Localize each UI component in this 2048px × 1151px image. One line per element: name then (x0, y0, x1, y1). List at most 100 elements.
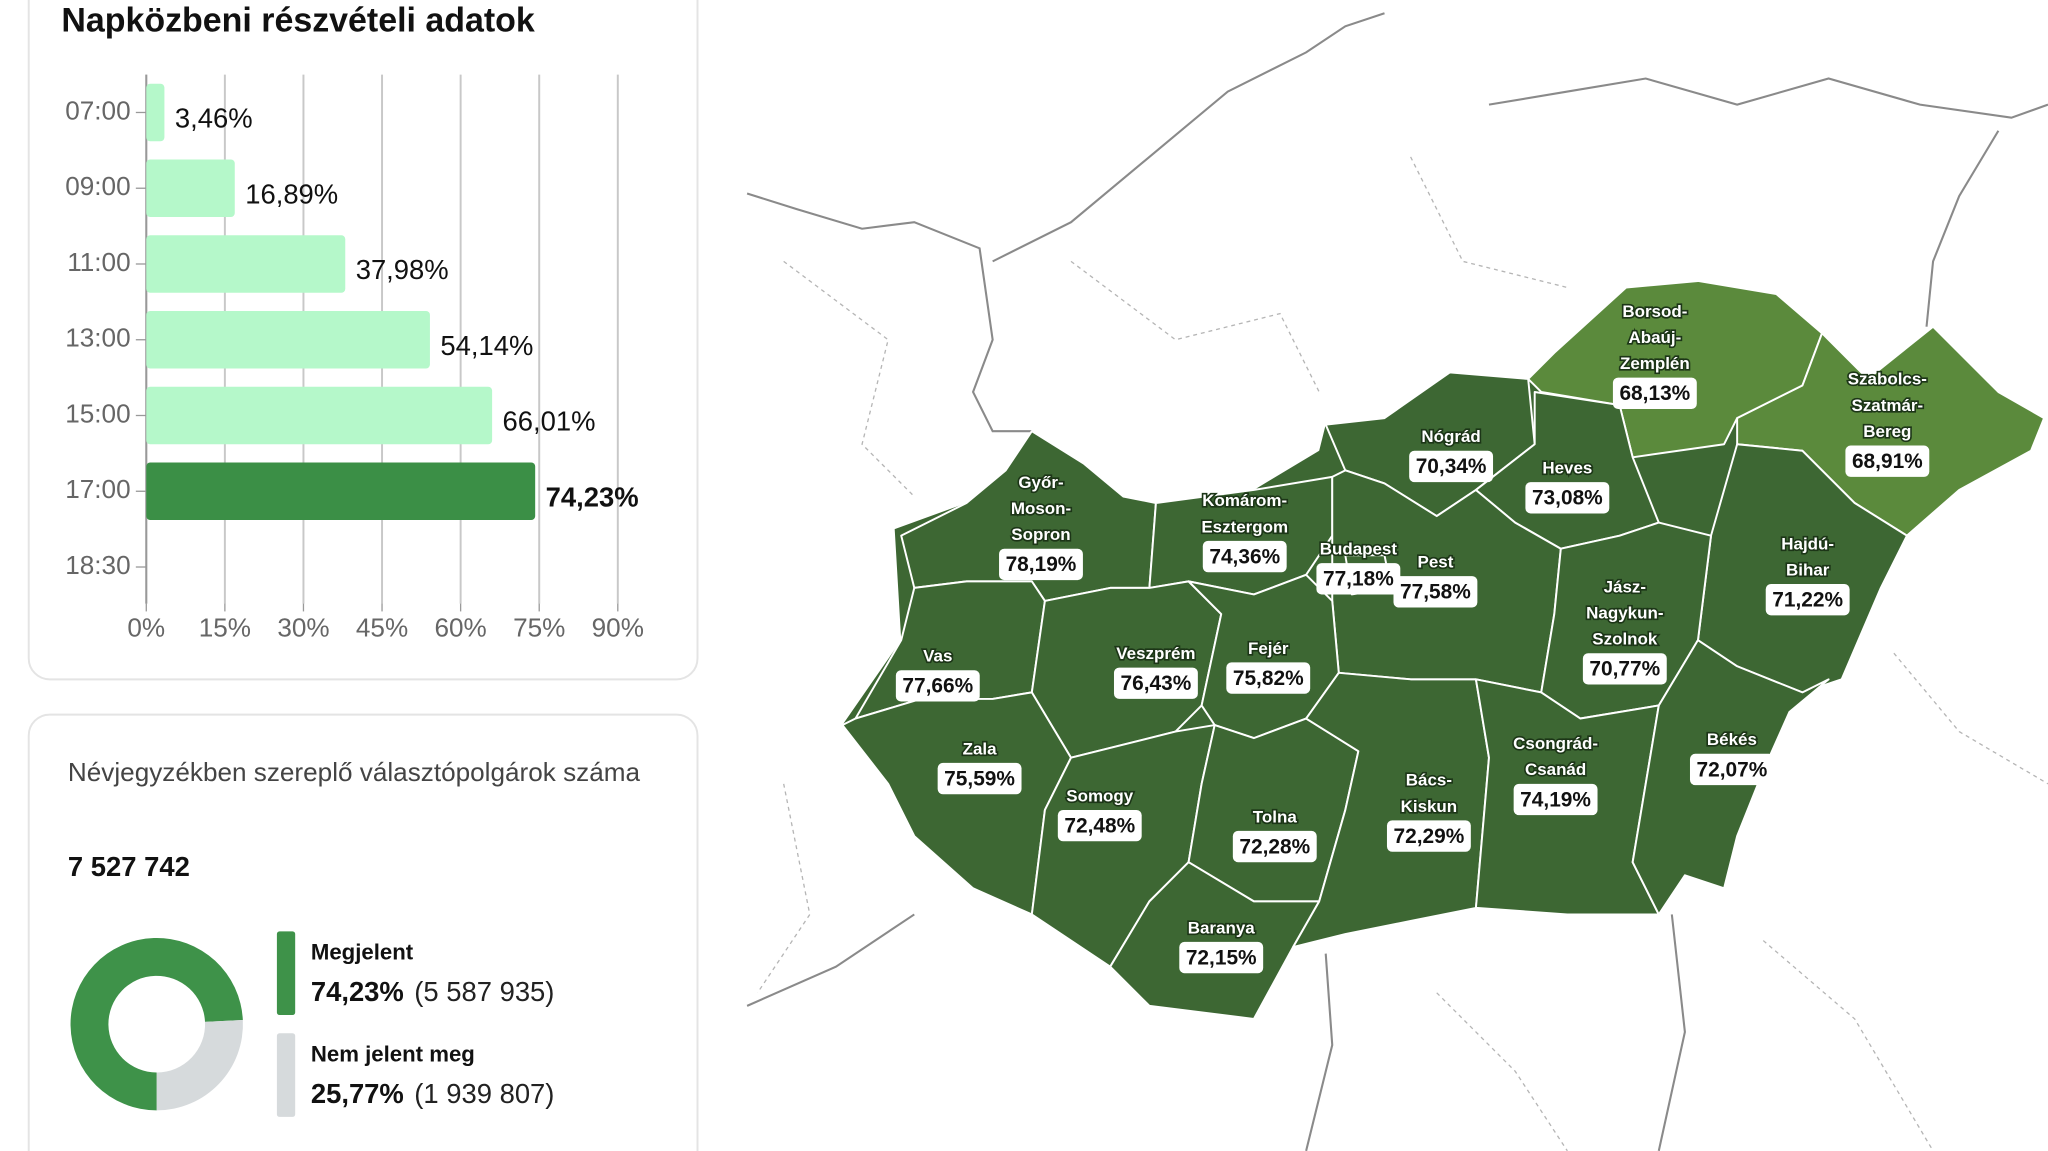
legend-name: Megjelent (311, 939, 414, 964)
region-name: Budapest (1320, 540, 1398, 559)
bar (146, 462, 536, 520)
legend-swatch (276, 1033, 296, 1117)
region-name: Zemplén (1620, 354, 1690, 373)
region-value: 70,77% (1589, 658, 1660, 681)
value-label: 66,01% (503, 406, 596, 437)
region-name: Csongrád- (1513, 734, 1598, 753)
bar (146, 235, 346, 293)
card (27, 713, 699, 1151)
y-tick-label: 18:30 (65, 550, 130, 580)
map-background (746, 12, 2048, 1151)
donut-slice (70, 937, 243, 1111)
y-tick-label: 15:00 (65, 398, 130, 428)
region-value-box (895, 670, 980, 702)
region-value: 72,48% (1064, 814, 1135, 837)
region-value-box (1513, 783, 1598, 816)
region-name: Szatmár- (1852, 396, 1924, 415)
bar (146, 311, 430, 369)
region-value: 75,82% (1233, 667, 1304, 690)
region-name: Szolnok (1592, 630, 1658, 649)
region-name: Zala (963, 739, 998, 758)
regions (841, 279, 2046, 1020)
region-name: Esztergom (1201, 517, 1288, 536)
bar (146, 159, 235, 217)
region-value: 70,34% (1416, 455, 1487, 478)
region-name: Pest (1418, 553, 1454, 572)
y-tick-label: 17:00 (65, 474, 130, 504)
region-value: 75,59% (944, 767, 1015, 790)
region-name: Szabolcs- (1848, 370, 1927, 389)
value-label: 37,98% (356, 254, 449, 285)
region-value: 71,22% (1772, 588, 1843, 611)
region-value: 74,36% (1209, 545, 1280, 568)
legend-name: Nem jelent meg (311, 1041, 475, 1066)
region-value-box (1113, 667, 1198, 699)
region-value: 74,19% (1520, 788, 1591, 811)
summary-box: Névjegyzékben szereplő választópolgárok … (68, 759, 640, 788)
bar-chart: 0% 15% 30% 45% 60% 75% 90% 07:00 3,46% 09:00 16,89… (65, 74, 644, 643)
legend-count: (1 939 807) (414, 1078, 554, 1109)
region (1109, 861, 1321, 1020)
region-value-box (1689, 753, 1774, 786)
region-labels: Győr- Moson- Sopron 78,19% Komárom- Esztergom… (895, 300, 1930, 974)
bar (146, 83, 165, 142)
region-name: Békés (1707, 730, 1757, 749)
region-name: Sopron (1011, 525, 1070, 544)
region-name: Bihar (1786, 560, 1830, 579)
value-label: 16,89% (245, 178, 338, 209)
region-name: Moson- (1011, 499, 1071, 518)
region-name: Bereg (1863, 422, 1911, 441)
region-value: 68,91% (1852, 450, 1923, 473)
region-value: 77,58% (1400, 581, 1471, 604)
y-tick-label: 11:00 (67, 247, 130, 277)
y-tick-label: 09:00 (65, 171, 130, 201)
region-value-box (1386, 820, 1471, 852)
x-tick-label: 75% (513, 613, 565, 643)
region-value-box (1765, 583, 1850, 616)
region-name: Veszprém (1116, 644, 1195, 663)
region-value: 72,28% (1239, 835, 1310, 858)
donut-slice (156, 1019, 243, 1111)
value-label: 3,46% (175, 103, 253, 134)
region-value: 76,43% (1121, 672, 1192, 695)
x-tick-label: 15% (199, 613, 251, 643)
region-value-box (1845, 445, 1930, 477)
legend-value: 25,77% (1 939 807) (311, 1078, 555, 1109)
region-value-box (1582, 653, 1667, 685)
region-name: Fejér (1248, 639, 1289, 658)
region-value-box (1226, 662, 1311, 694)
region-value-box (1232, 830, 1317, 863)
region-value-box (1409, 450, 1494, 483)
region-value: 77,66% (902, 675, 973, 698)
legend-value: 74,23% (5 587 935) (311, 976, 555, 1007)
region-value: 72,15% (1186, 946, 1257, 969)
region-value: 78,19% (1006, 553, 1077, 576)
x-tick-label: 90% (592, 613, 644, 643)
region-name: Borsod- (1622, 302, 1687, 321)
region-name: Tolna (1253, 807, 1298, 826)
region-value-box (1316, 563, 1401, 595)
region-value: 72,29% (1393, 825, 1464, 848)
region-value-box (1057, 809, 1142, 842)
region-name: Kiskun (1401, 797, 1458, 816)
region-value-box (1393, 576, 1478, 608)
region-value-box (937, 762, 1022, 795)
region-name: Hajdú- (1781, 534, 1834, 553)
region-name: Abaúj- (1628, 328, 1681, 347)
region-value-box (1525, 482, 1610, 514)
region-name: Jász- (1604, 577, 1646, 596)
x-tick-label: 30% (277, 613, 329, 643)
region-value-box (1612, 377, 1697, 409)
region-name: Somogy (1066, 786, 1134, 805)
legend-swatch (276, 931, 296, 1016)
bar (146, 386, 493, 445)
region-name: Bács- (1406, 771, 1452, 790)
donut-chart: Megjelent 74,23% (5 587 935) Nem jelent meg… (70, 931, 555, 1117)
region-value-box (1179, 941, 1264, 974)
y-tick-label: 07:00 (65, 95, 130, 125)
value-label: 54,14% (440, 330, 533, 361)
region (1736, 325, 2046, 537)
region-name: Baranya (1188, 918, 1256, 937)
